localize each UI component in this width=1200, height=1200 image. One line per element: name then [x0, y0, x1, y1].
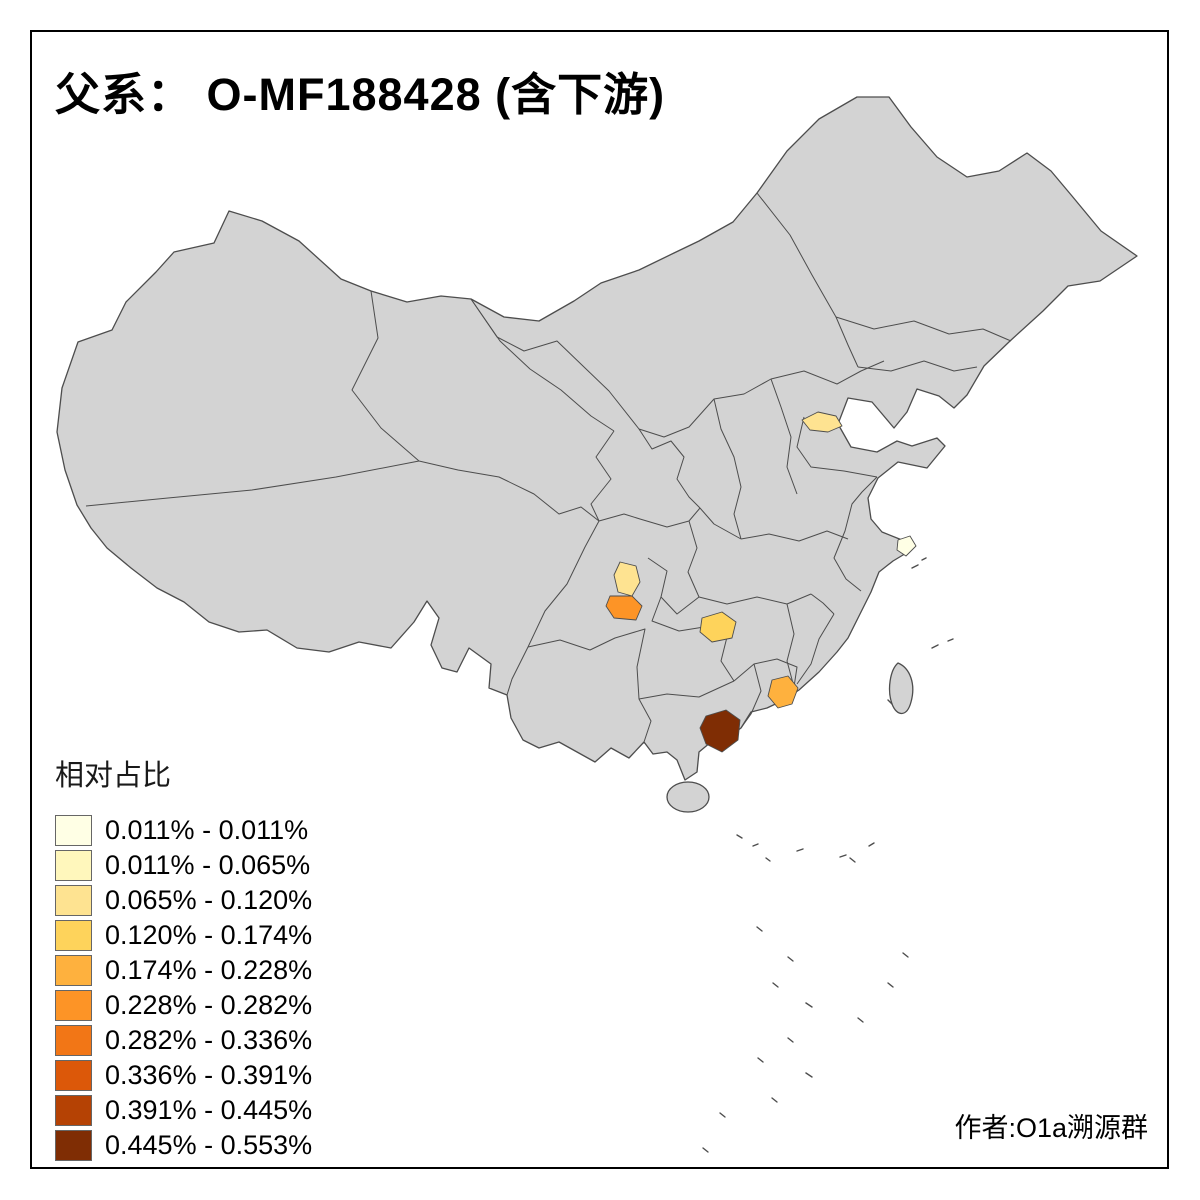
small-islands [702, 557, 954, 1153]
legend-item: 0.228% - 0.282% [55, 989, 312, 1022]
legend-item: 0.174% - 0.228% [55, 954, 312, 987]
legend-item: 0.282% - 0.336% [55, 1024, 312, 1057]
legend-swatch [55, 990, 92, 1021]
highlight-region-shanghai [896, 535, 917, 557]
hainan-island [666, 781, 710, 813]
highlight-region-guangdong-west [767, 675, 799, 709]
highlight-region-hunan-west [699, 611, 737, 643]
legend-label: 0.336% - 0.391% [105, 1060, 313, 1090]
attribution-text: 作者:O1a溯源群 [954, 1113, 1148, 1143]
province-borders [85, 192, 1012, 743]
legend-label: 0.011% - 0.065% [105, 850, 311, 880]
legend-item: 0.336% - 0.391% [55, 1059, 312, 1092]
legend-swatch [55, 1095, 92, 1126]
legend-label: 0.391% - 0.445% [105, 1095, 313, 1125]
china-mainland-group [56, 96, 1138, 813]
legend-swatch [55, 955, 92, 986]
legend-label: 0.011% - 0.011% [105, 815, 309, 845]
legend-swatch [55, 815, 92, 846]
legend-label: 0.228% - 0.282% [105, 990, 313, 1020]
legend-label: 0.445% - 0.553% [105, 1130, 313, 1160]
legend: 相对占比 0.011% - 0.011% 0.011% - 0.065% 0.0… [55, 752, 312, 1164]
china-mainland [56, 96, 1138, 781]
legend-label: 0.174% - 0.228% [105, 955, 313, 985]
legend-title: 相对占比 [55, 760, 172, 792]
legend-swatch [55, 920, 92, 951]
highlight-regions [605, 411, 917, 753]
legend-label: 0.282% - 0.336% [105, 1025, 313, 1055]
legend-swatch [55, 850, 92, 881]
legend-item: 0.011% - 0.065% [55, 849, 312, 882]
legend-label: 0.065% - 0.120% [105, 885, 313, 915]
legend-item: 0.445% - 0.553% [55, 1129, 312, 1162]
legend-swatch [55, 1130, 92, 1161]
highlight-region-shandong-west [801, 411, 843, 433]
legend-swatch [55, 1060, 92, 1091]
legend-swatch [55, 1025, 92, 1056]
highlight-region-sichuan-south [605, 595, 643, 621]
taiwan-island [888, 662, 914, 715]
legend-item: 0.011% - 0.011% [55, 814, 312, 847]
legend-label: 0.120% - 0.174% [105, 920, 313, 950]
legend-item: 0.120% - 0.174% [55, 919, 312, 952]
highlight-region-guangxi-south [699, 709, 741, 753]
legend-item: 0.065% - 0.120% [55, 884, 312, 917]
legend-swatch [55, 885, 92, 916]
legend-item: 0.391% - 0.445% [55, 1094, 312, 1127]
page-title: 父系： O-MF188428 (含下游) [55, 69, 666, 120]
